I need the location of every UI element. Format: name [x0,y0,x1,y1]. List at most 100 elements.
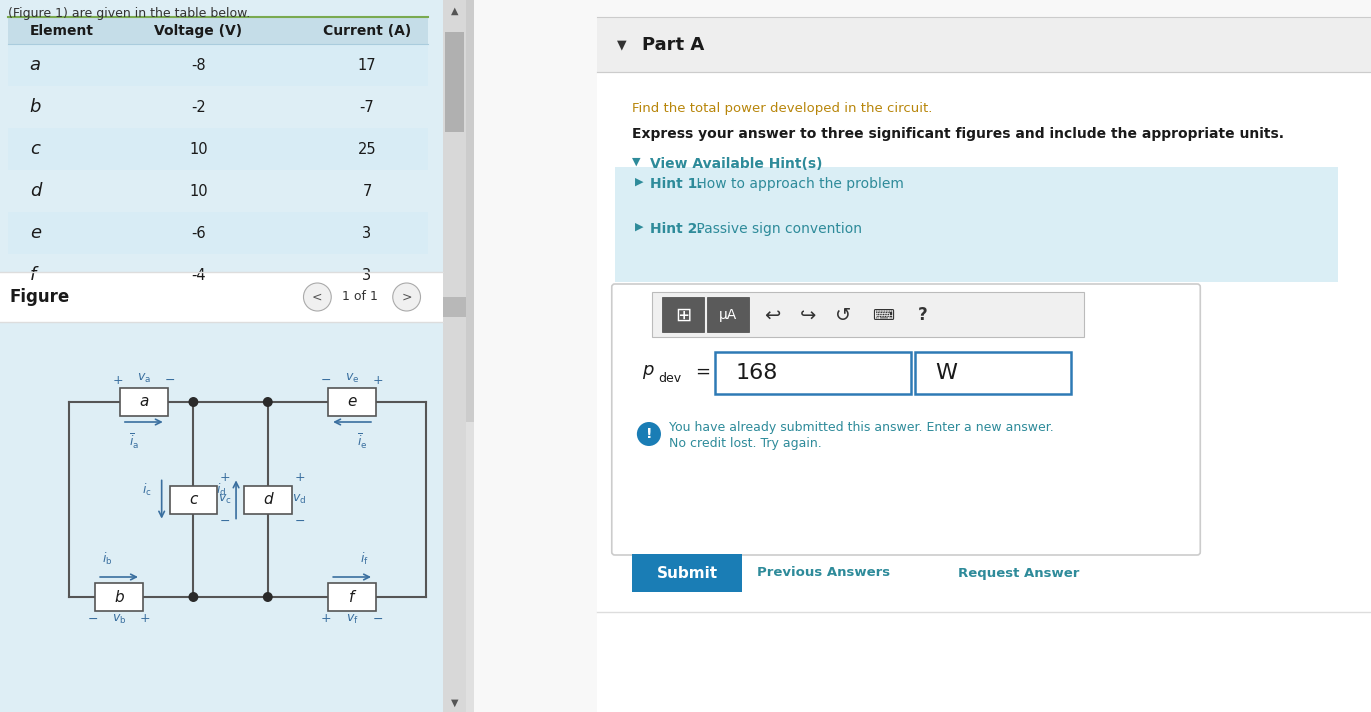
Text: c: c [189,492,197,507]
Text: -8: -8 [191,58,206,73]
Text: ▼: ▼ [451,698,458,708]
Text: 3: 3 [362,268,372,283]
Bar [614,167,1338,282]
Bar [662,297,705,332]
Text: −: − [219,515,230,528]
Text: −: − [373,612,383,626]
Text: -7: -7 [359,100,374,115]
Bar [328,388,376,416]
Text: ▼: ▼ [451,302,458,312]
Text: $v_\mathrm{c}$: $v_\mathrm{c}$ [218,493,232,506]
Text: <: < [313,290,322,303]
Text: Voltage (V): Voltage (V) [155,24,243,38]
Text: $\overline{i}_\mathrm{e}$: $\overline{i}_\mathrm{e}$ [356,432,367,451]
Bar [466,0,474,712]
Text: ⌨: ⌨ [872,308,894,323]
Text: Part A: Part A [642,36,705,54]
Text: +: + [373,374,383,387]
Bar [8,86,429,128]
Bar [716,352,912,394]
Bar [8,170,429,212]
Text: Current (A): Current (A) [322,24,411,38]
Text: =: = [695,363,710,381]
Text: 7: 7 [362,184,372,199]
Text: -6: -6 [191,226,206,241]
Text: $i_\mathrm{f}$: $i_\mathrm{f}$ [359,551,369,567]
Text: d: d [30,182,41,200]
Text: ▲: ▲ [451,6,458,16]
Text: $\overline{i}_\mathrm{a}$: $\overline{i}_\mathrm{a}$ [129,432,138,451]
Text: Passive sign convention: Passive sign convention [692,222,862,236]
Bar [8,212,429,254]
Text: a: a [30,56,41,74]
Text: ⊞: ⊞ [675,305,691,325]
Text: $i_\mathrm{d}$: $i_\mathrm{d}$ [215,481,226,498]
Text: ↪: ↪ [799,305,816,325]
Text: μA: μA [720,308,738,322]
Text: 10: 10 [189,142,207,157]
Text: Previous Answers: Previous Answers [757,567,891,580]
Text: +: + [112,374,123,387]
Text: ▶: ▶ [635,177,643,187]
Text: b: b [30,98,41,116]
Bar [8,44,429,86]
Text: c: c [30,140,40,158]
Text: View Available Hint(s): View Available Hint(s) [650,157,823,171]
Text: Express your answer to three significant figures and include the appropriate uni: Express your answer to three significant… [632,127,1283,141]
Text: −: − [321,374,332,387]
Text: −: − [295,515,304,528]
Bar [8,17,429,44]
Circle shape [263,397,273,407]
Text: $v_\mathrm{d}$: $v_\mathrm{d}$ [292,493,307,506]
Text: >: > [402,290,411,303]
Circle shape [638,422,661,446]
Text: Hint 1.: Hint 1. [650,177,702,191]
Text: Submit: Submit [657,565,717,580]
Text: ?: ? [919,306,928,324]
Text: +: + [295,471,304,484]
Text: +: + [140,612,149,626]
Text: ↩: ↩ [764,305,780,325]
Bar [596,72,1371,712]
Text: -4: -4 [191,268,206,283]
Text: Element: Element [30,24,93,38]
Bar [0,272,443,322]
Circle shape [303,283,332,311]
Circle shape [392,283,421,311]
Bar [328,583,376,611]
Bar [121,388,167,416]
Bar [8,128,429,170]
Text: $i_\mathrm{b}$: $i_\mathrm{b}$ [101,551,112,567]
Bar [466,0,474,422]
Text: e: e [347,394,356,409]
Text: f: f [30,266,36,284]
Text: $v_\mathrm{e}$: $v_\mathrm{e}$ [345,372,359,384]
FancyBboxPatch shape [611,284,1200,555]
Bar [244,486,292,513]
Text: How to approach the problem: How to approach the problem [692,177,903,191]
Circle shape [188,397,199,407]
Text: 10: 10 [189,184,207,199]
Text: ▼: ▼ [632,157,640,167]
Text: a: a [138,394,148,409]
Text: 25: 25 [358,142,376,157]
Bar [95,583,143,611]
Text: Hint 2.: Hint 2. [650,222,702,236]
Circle shape [188,592,199,602]
Text: $v_\mathrm{b}$: $v_\mathrm{b}$ [112,612,126,626]
Bar [8,254,429,296]
Text: f: f [350,590,355,604]
Bar [914,352,1071,394]
Text: $v_\mathrm{a}$: $v_\mathrm{a}$ [137,372,151,384]
Text: $v_\mathrm{f}$: $v_\mathrm{f}$ [345,612,358,626]
Text: Figure: Figure [10,288,70,306]
Text: 1 of 1: 1 of 1 [343,290,378,303]
Text: b: b [114,590,123,604]
Text: +: + [219,471,230,484]
Text: Find the total power developed in the circuit.: Find the total power developed in the ci… [632,102,932,115]
Text: e: e [30,224,41,242]
Text: W: W [935,363,957,383]
Circle shape [263,592,273,602]
Text: Request Answer: Request Answer [958,567,1079,580]
Text: !: ! [646,427,653,441]
